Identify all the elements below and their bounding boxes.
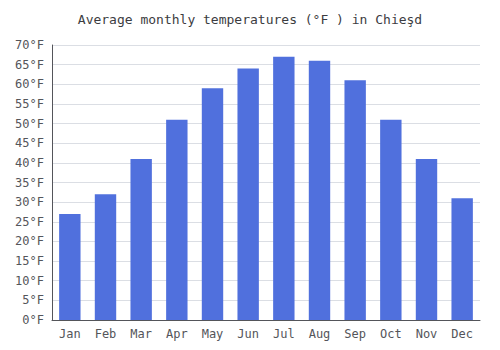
svg-text:50°F: 50°F bbox=[15, 117, 44, 131]
svg-text:Aug: Aug bbox=[309, 327, 331, 341]
svg-text:Feb: Feb bbox=[95, 327, 117, 341]
svg-text:60°F: 60°F bbox=[15, 77, 44, 91]
svg-text:Oct: Oct bbox=[380, 327, 402, 341]
svg-text:Mar: Mar bbox=[130, 327, 152, 341]
svg-text:15°F: 15°F bbox=[15, 254, 44, 268]
svg-text:Jun: Jun bbox=[237, 327, 259, 341]
svg-text:35°F: 35°F bbox=[15, 176, 44, 190]
svg-text:Average monthly temperatures (: Average monthly temperatures (°F ) in Ch… bbox=[78, 12, 422, 27]
svg-text:30°F: 30°F bbox=[15, 195, 44, 209]
svg-text:Dec: Dec bbox=[451, 327, 473, 341]
svg-text:May: May bbox=[202, 327, 224, 341]
svg-text:Jan: Jan bbox=[59, 327, 81, 341]
svg-text:Nov: Nov bbox=[416, 327, 438, 341]
svg-text:70°F: 70°F bbox=[15, 38, 44, 52]
svg-text:20°F: 20°F bbox=[15, 234, 44, 248]
svg-text:65°F: 65°F bbox=[15, 58, 44, 72]
svg-text:10°F: 10°F bbox=[15, 274, 44, 288]
svg-text:55°F: 55°F bbox=[15, 97, 44, 111]
svg-text:Apr: Apr bbox=[166, 327, 188, 341]
svg-text:5°F: 5°F bbox=[22, 293, 44, 307]
svg-text:0°F: 0°F bbox=[22, 313, 44, 327]
svg-text:Sep: Sep bbox=[344, 327, 366, 341]
svg-text:25°F: 25°F bbox=[15, 215, 44, 229]
svg-text:40°F: 40°F bbox=[15, 156, 44, 170]
svg-text:Jul: Jul bbox=[273, 327, 295, 341]
svg-text:45°F: 45°F bbox=[15, 136, 44, 150]
